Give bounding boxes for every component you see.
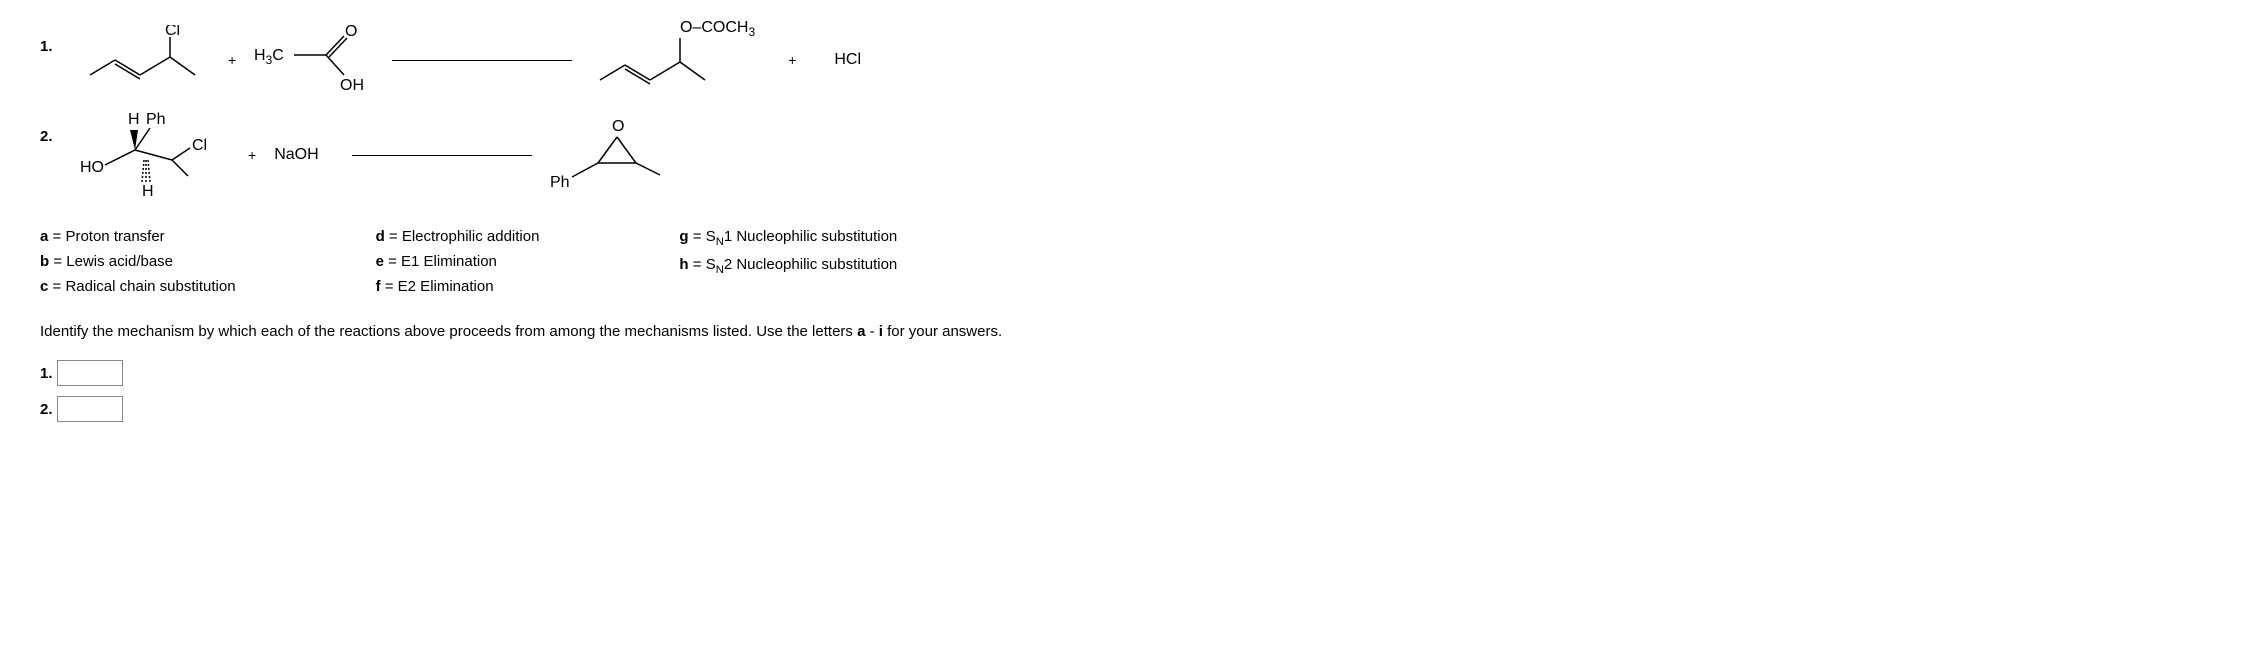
- instruction-part: Identify the mechanism by which each of …: [40, 323, 857, 340]
- r1-reactant2-structure: H3C O OH: [254, 20, 374, 100]
- r2-product-structure: Ph O: [550, 115, 680, 195]
- r2-ho-label: HO: [80, 159, 104, 176]
- answer-row-1: 1.: [40, 360, 2204, 386]
- instruction-part: for your answers.: [883, 323, 1002, 340]
- r2-prod-ph-label: Ph: [550, 174, 570, 191]
- answer-2-input[interactable]: [57, 396, 123, 422]
- reaction-2: 2. HO H Ph Cl H + NaOH: [40, 110, 2204, 200]
- mech-g: g = SN1 Nucleophilic substitution: [679, 228, 897, 248]
- r2-h-top-label: H: [128, 111, 140, 128]
- reaction-arrow: [352, 155, 532, 156]
- r1-h3c-label: H3C: [254, 47, 284, 67]
- r1-top-label: O–COCH3: [680, 20, 755, 39]
- r1-product-structure: O–COCH3: [590, 20, 770, 100]
- r2-cl-label: Cl: [192, 137, 207, 154]
- answer-1-input[interactable]: [57, 360, 123, 386]
- plus-sign: +: [228, 52, 236, 68]
- r1-o-label: O: [345, 23, 357, 40]
- answer-2-label: 2.: [40, 401, 53, 418]
- reaction-2-number: 2.: [40, 128, 62, 145]
- r2-reagent: NaOH: [274, 146, 334, 164]
- mech-col-3: g = SN1 Nucleophilic substitution h = SN…: [679, 228, 897, 303]
- r2-ph-label: Ph: [146, 111, 166, 128]
- reaction-1: 1. Cl + H3C O OH O–COCH3: [40, 20, 2204, 100]
- reaction-1-number: 1.: [40, 38, 62, 55]
- r2-h-bot-label: H: [142, 183, 154, 200]
- mech-b: b = Lewis acid/base: [40, 253, 236, 270]
- instruction-part: -: [865, 323, 878, 340]
- answer-1-label: 1.: [40, 365, 53, 382]
- mech-a: a = Proton transfer: [40, 228, 236, 245]
- mech-h: h = SN2 Nucleophilic substitution: [679, 256, 897, 276]
- instruction-text: Identify the mechanism by which each of …: [40, 321, 2204, 342]
- r1-oh-label: OH: [340, 77, 364, 94]
- r1-cl-label: Cl: [165, 25, 180, 39]
- mech-d: d = Electrophilic addition: [376, 228, 540, 245]
- mech-e: e = E1 Elimination: [376, 253, 540, 270]
- mech-col-1: a = Proton transfer b = Lewis acid/base …: [40, 228, 236, 303]
- r2-prod-o-label: O: [612, 118, 624, 135]
- reaction-arrow: [392, 60, 572, 61]
- mech-c: c = Radical chain substitution: [40, 278, 236, 295]
- plus-sign: +: [788, 52, 796, 68]
- mechanism-key: a = Proton transfer b = Lewis acid/base …: [40, 228, 2204, 303]
- answers-section: 1. 2.: [40, 360, 2204, 422]
- answer-row-2: 2.: [40, 396, 2204, 422]
- r1-byproduct: HCl: [834, 51, 861, 69]
- r1-reactant1-structure: Cl: [80, 25, 210, 95]
- plus-sign: +: [248, 147, 256, 163]
- mech-f: f = E2 Elimination: [376, 278, 540, 295]
- r2-reactant1-structure: HO H Ph Cl H: [80, 110, 230, 200]
- mech-col-2: d = Electrophilic addition e = E1 Elimin…: [376, 228, 540, 303]
